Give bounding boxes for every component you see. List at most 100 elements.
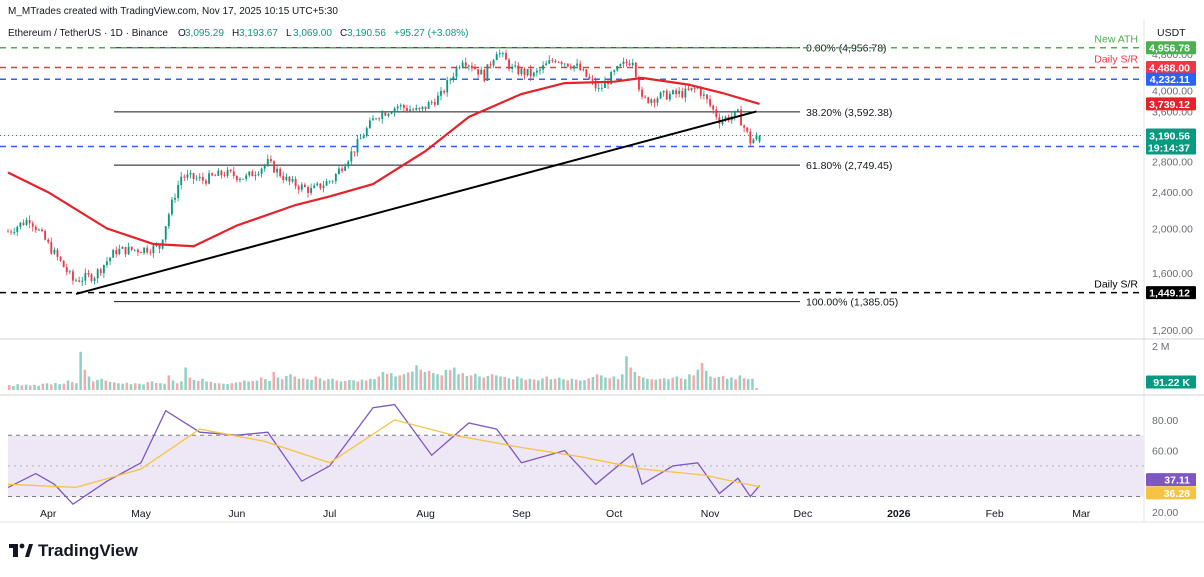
candle [81, 276, 84, 287]
volume-bar [683, 379, 687, 390]
candle-body [610, 71, 613, 85]
candle [325, 178, 328, 186]
candle [585, 69, 588, 78]
volume-bar [503, 376, 506, 390]
candle [436, 91, 439, 106]
candle [616, 65, 619, 72]
candle-body [665, 90, 668, 100]
candle-body [569, 66, 572, 69]
volume-bar [327, 379, 330, 390]
candle-body [13, 232, 16, 233]
candle-body [319, 183, 322, 189]
candle-body [149, 252, 152, 254]
candle-body [127, 246, 130, 255]
candle [384, 110, 387, 117]
candle [102, 264, 105, 278]
candle-body [192, 173, 195, 180]
candle-body [381, 112, 384, 119]
volume-bar [591, 376, 595, 390]
volume-bar [746, 379, 750, 390]
symbol-line[interactable]: Ethereum / TetherUS · 1D · Binance [8, 28, 168, 39]
time-axis-tick-1: May [131, 508, 152, 520]
volume-bar [104, 380, 108, 390]
volume-bar [247, 381, 250, 390]
candle-body [557, 61, 560, 63]
candle-body [170, 199, 173, 215]
volume-bar [558, 377, 561, 390]
candle-body [604, 81, 606, 88]
volume-bar [663, 378, 666, 390]
candle [124, 246, 127, 258]
candle-body [59, 256, 62, 261]
candle [180, 171, 183, 190]
candle-body [44, 230, 47, 240]
candle [235, 175, 238, 183]
candle [569, 63, 572, 71]
candle [53, 247, 56, 255]
volume-bar [440, 375, 443, 390]
candle [529, 64, 532, 82]
candle [121, 246, 124, 250]
volume-bar [117, 383, 120, 390]
current-price-tag-bg [1146, 128, 1196, 155]
candle-body [687, 88, 690, 90]
tradingview-logo[interactable]: TradingView [9, 541, 139, 560]
volume-bar [360, 379, 364, 390]
volume-bar [373, 379, 376, 390]
volume-bar [444, 369, 448, 390]
candle [495, 51, 498, 61]
candle-body [749, 131, 752, 144]
volume-bar [406, 372, 410, 390]
currency-label[interactable]: USDT [1157, 27, 1186, 39]
candle-body [480, 69, 483, 75]
volume-bar [486, 376, 490, 390]
volume-bar [37, 385, 40, 390]
volume-bar [411, 371, 414, 390]
candle [665, 88, 668, 101]
candle [678, 87, 681, 98]
candle-body [368, 120, 371, 129]
candle-body [294, 179, 297, 187]
candle [260, 167, 263, 178]
candle [712, 104, 715, 114]
candle-body [752, 139, 755, 144]
candle-body [539, 69, 541, 71]
volume-bar [650, 379, 653, 390]
candle [99, 267, 102, 276]
volume-bar [553, 378, 557, 390]
candle [279, 167, 282, 178]
candle-body [585, 69, 588, 77]
candle-body [183, 176, 186, 178]
volume-bar [259, 377, 263, 390]
candle-body [461, 62, 464, 68]
candle-body [300, 184, 303, 190]
volume-bar [667, 379, 670, 390]
candle-body [362, 136, 365, 139]
candle [471, 62, 473, 72]
candle [455, 65, 458, 80]
candle-body [102, 265, 105, 274]
candle [164, 226, 167, 243]
volume-bar [45, 383, 49, 390]
candle [532, 71, 535, 78]
candle-body [545, 63, 548, 66]
volume-bar [499, 376, 502, 390]
candle-body [25, 219, 28, 225]
tradingview-logo-text: TradingView [38, 541, 139, 560]
candle [508, 58, 510, 72]
candle [715, 106, 718, 120]
price-pane[interactable]: 0.00% (4,956.78) 38.20% (3,592.38) 61.80% … [0, 34, 1144, 309]
volume-bar [83, 369, 87, 390]
candle-body [634, 62, 637, 78]
candle-body [446, 80, 449, 93]
price-axis-tick-6: 2,000.00 [1152, 224, 1193, 236]
candle [566, 63, 569, 68]
candle-body [372, 118, 374, 121]
candle-body [520, 68, 523, 75]
candle [539, 68, 541, 75]
candle-body [96, 269, 99, 279]
candle-body [628, 63, 631, 66]
candle-body [72, 271, 74, 281]
